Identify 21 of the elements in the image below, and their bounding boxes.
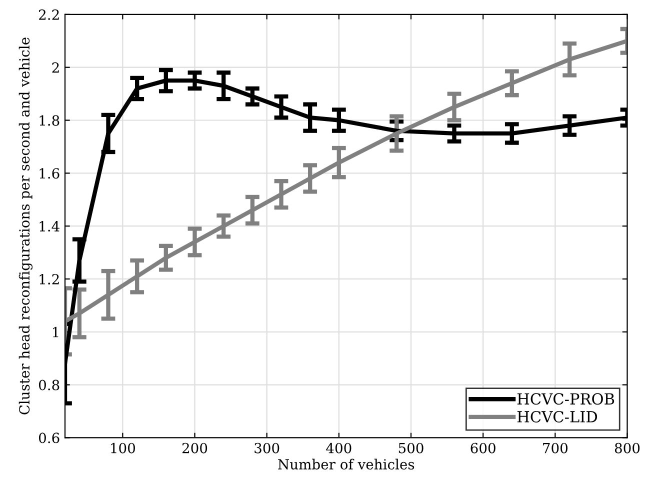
x-axis-title: Number of vehicles [278, 458, 414, 470]
x-tick-label: 700 [543, 442, 568, 454]
y-tick-label: 1.2 [40, 274, 59, 284]
y-tick-label: 1.6 [40, 168, 60, 179]
x-tick-label: 300 [254, 442, 280, 454]
x-tick-label: 600 [470, 442, 496, 454]
y-axis-title: Cluster head reconfigurations per second and vehicle [18, 38, 32, 414]
y-tick-label: 0.6 [38, 432, 60, 444]
y-tick-label: 0.8 [38, 380, 60, 390]
y-tick-label: 1.4 [40, 221, 60, 232]
legend-label: HCVC-LID [517, 410, 598, 423]
x-tick-label: 400 [326, 442, 352, 454]
y-tick-label: 2 [52, 62, 59, 73]
legend-label: HCVC-PROB [517, 393, 614, 405]
x-tick-label: 200 [182, 442, 208, 454]
y-tick-label: 1.8 [40, 115, 60, 126]
y-tick-label: 2.2 [38, 9, 59, 20]
x-tick-label: 100 [111, 442, 135, 454]
x-tick-label: 500 [398, 442, 424, 454]
x-tick-label: 800 [614, 442, 640, 454]
y-tick-label: 1 [52, 326, 58, 338]
